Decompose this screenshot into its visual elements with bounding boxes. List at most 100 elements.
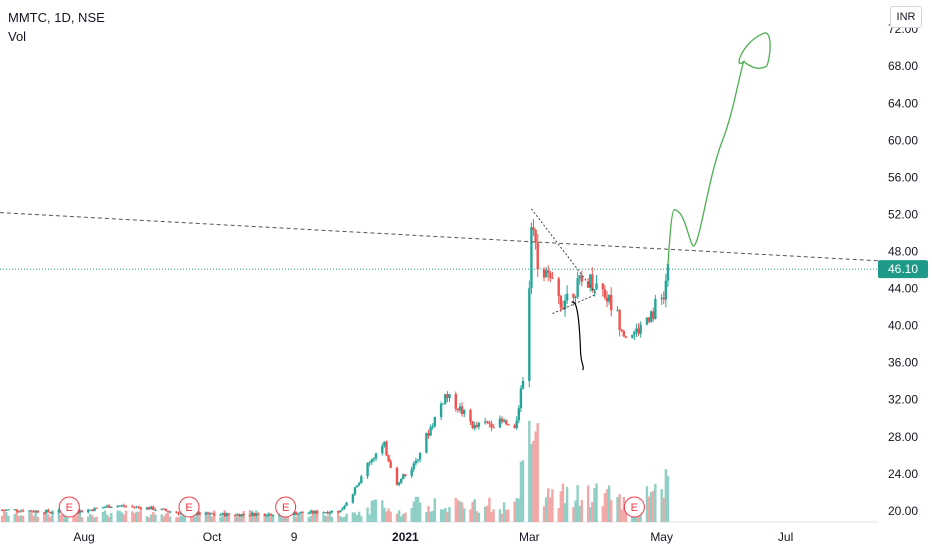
volume-bar [652,490,655,522]
candle-body [595,283,598,290]
candle-body [557,278,560,296]
volume-bar [101,511,105,522]
volume-bar [252,517,256,522]
volume-bar [605,489,609,522]
volume-bar [32,515,35,522]
green-projection-drawing[interactable] [667,32,771,266]
volume-bar [397,510,401,522]
currency-button[interactable]: INR [890,6,922,28]
volume-bar [536,423,539,522]
volume-bar [530,443,533,522]
y-tick-label: 32.00 [888,393,918,407]
candle-body [301,512,304,514]
earnings-marker[interactable] [275,496,297,518]
volume-bar [196,512,199,522]
resistance-trendline[interactable] [0,212,879,262]
volume-bar [301,511,304,522]
volume-bar [439,509,443,522]
volume-bar [399,516,403,522]
candle-body [164,508,168,511]
earnings-marker[interactable] [178,496,200,518]
candle-body [513,425,516,428]
candle-body [502,420,506,422]
candle-body [486,421,489,423]
volume-bar [488,497,491,522]
volume-bar [515,498,518,522]
volume-bar [372,499,376,522]
candle-body [458,406,462,411]
candle-body [267,513,271,516]
candle-body [105,505,109,508]
volume-bar [160,514,163,522]
volume-bar [412,501,415,522]
symbol-title[interactable]: MMTC, 1D, NSE [8,10,105,25]
candle-body [532,227,535,231]
candle-body [57,509,61,513]
candle-body [370,459,373,463]
candle-body [395,467,399,485]
volume-bar [17,516,21,522]
volume-bar [660,489,663,522]
volume-bar [425,512,428,522]
volume-bar [610,500,613,522]
drawings[interactable] [0,32,879,371]
volume-bar [76,512,79,522]
candle-body [622,331,626,337]
candle-body [666,263,670,281]
candle-body [139,507,142,510]
volume-bar [164,513,168,522]
candle-body [95,507,98,509]
volume-bar [152,511,155,522]
candle-body [534,230,537,243]
volume-bar [414,496,418,522]
candle-body [238,514,241,517]
candle-body [19,510,23,512]
volume-bar [19,515,23,522]
volume-bar [563,503,567,522]
volume-bar [607,485,611,522]
triangle-upper-line[interactable] [531,208,597,295]
volume-bar [444,508,447,522]
candle-body [530,227,533,289]
candle-body [463,410,466,414]
volume-bar [322,514,325,522]
volume-bar [544,497,548,522]
candle-body [416,459,420,461]
candle-body [389,461,392,468]
volume-bar [647,496,651,522]
volume-bar [528,420,531,522]
candle-body [336,510,340,513]
black-arrow-drawing[interactable] [571,301,584,371]
volume-bar [454,497,458,522]
candle-body [593,289,596,291]
candle-body [294,512,298,515]
candle-body [355,485,359,488]
candle-body [223,513,226,517]
candle-body [236,514,239,516]
candle-body [572,293,575,298]
x-tick-label: 9 [291,530,298,544]
volume-bar [339,516,342,522]
y-tick-label: 40.00 [888,319,918,333]
volume-bar [280,511,283,522]
volume-indicator-label[interactable]: Vol [8,29,27,44]
volume-bar [513,501,516,522]
volume-bar [208,513,212,522]
candle-body [145,507,149,510]
candle-body [234,514,237,516]
candle-body [547,270,550,273]
earnings-marker[interactable] [623,496,645,518]
candle-body [456,408,460,411]
y-tick-label: 28.00 [888,430,918,444]
volume-bar [45,513,48,522]
candle-body [580,275,584,282]
volume-bar [561,483,565,522]
earnings-marker[interactable] [58,496,80,518]
candle-body [34,510,37,512]
candle-body [586,281,590,288]
volume-bar [471,501,474,522]
candle-body [177,512,180,515]
candle-body [175,511,178,513]
